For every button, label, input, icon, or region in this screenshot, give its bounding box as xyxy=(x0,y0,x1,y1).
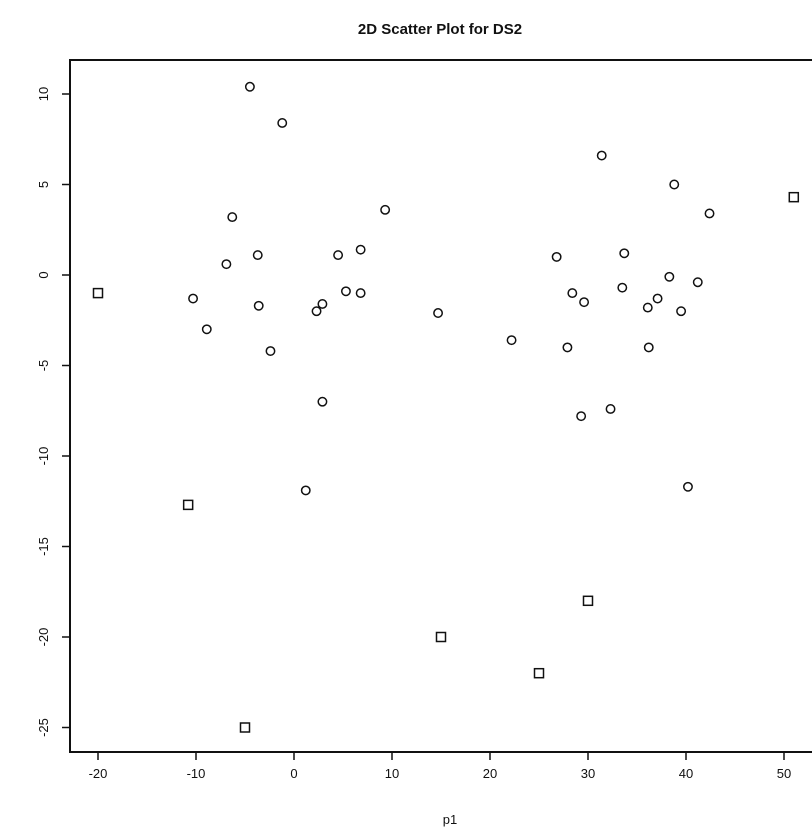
data-point-circle xyxy=(317,299,328,309)
data-point-circle xyxy=(619,248,630,259)
data-point-circle xyxy=(669,179,680,190)
data-point-square xyxy=(239,722,251,733)
x-tick-label: 30 xyxy=(581,766,595,781)
data-point-circle xyxy=(340,286,351,297)
y-tick-label: -25 xyxy=(36,718,51,737)
chart-title: 2D Scatter Plot for DS2 xyxy=(358,21,522,38)
data-point-circle xyxy=(355,244,366,255)
data-point-square xyxy=(582,595,594,607)
data-point-square xyxy=(533,667,545,679)
data-point-circle xyxy=(252,250,263,261)
data-point-circle xyxy=(551,251,562,262)
x-tick-label: 0 xyxy=(290,766,297,781)
y-tick-label: -15 xyxy=(36,537,51,556)
data-point-circle xyxy=(692,277,703,288)
data-point-square xyxy=(435,631,447,643)
x-axis-label: p1 xyxy=(443,812,457,827)
data-point-circle xyxy=(664,271,675,282)
x-tick-label: -20 xyxy=(89,766,108,781)
data-point-circle xyxy=(562,342,573,353)
data-point-square xyxy=(788,191,800,203)
data-point-circle xyxy=(277,118,288,128)
data-point-circle xyxy=(579,297,590,308)
data-point-circle xyxy=(643,342,654,353)
data-point-square xyxy=(92,287,104,299)
x-tick-label: 50 xyxy=(777,766,791,781)
y-axis: 10 5 0 -5 -10 -15 -20 -25 xyxy=(36,87,70,737)
data-point-circle xyxy=(433,308,444,318)
x-axis: -20 -10 0 10 20 30 40 50 xyxy=(89,752,791,781)
data-point-circle xyxy=(642,302,653,313)
data-point-circle xyxy=(605,403,616,414)
data-point-circle xyxy=(704,208,715,219)
data-point-circle xyxy=(188,293,199,304)
data-point-circle xyxy=(596,150,607,161)
y-tick-label: 5 xyxy=(36,181,51,188)
y-tick-label: -20 xyxy=(36,628,51,647)
data-point-circle xyxy=(253,300,264,311)
data-point-square xyxy=(182,499,194,511)
data-points xyxy=(92,81,800,733)
data-point-circle xyxy=(355,288,366,299)
data-point-circle xyxy=(227,212,238,223)
x-tick-label: 10 xyxy=(385,766,399,781)
data-point-circle xyxy=(567,288,578,299)
data-point-circle xyxy=(201,324,212,335)
y-tick-label: -10 xyxy=(36,447,51,466)
y-tick-label: -5 xyxy=(36,360,51,372)
data-point-circle xyxy=(380,204,391,215)
data-point-circle xyxy=(265,346,276,356)
data-point-circle xyxy=(576,411,587,422)
data-point-circle xyxy=(506,335,517,346)
data-point-circle xyxy=(317,396,328,407)
data-point-circle xyxy=(652,293,663,304)
data-point-circle xyxy=(676,306,687,317)
data-point-circle xyxy=(221,259,232,270)
data-point-circle xyxy=(617,282,628,293)
x-tick-label: -10 xyxy=(187,766,206,781)
y-tick-label: 0 xyxy=(36,271,51,278)
data-point-circle xyxy=(683,481,693,492)
x-tick-label: 40 xyxy=(679,766,693,781)
data-point-circle xyxy=(333,250,344,261)
data-point-circle xyxy=(300,485,311,496)
plot-frame xyxy=(69,59,812,753)
y-tick-label: 10 xyxy=(36,87,51,101)
data-point-circle xyxy=(244,81,255,92)
data-point-circle xyxy=(311,306,322,317)
x-tick-label: 20 xyxy=(483,766,497,781)
